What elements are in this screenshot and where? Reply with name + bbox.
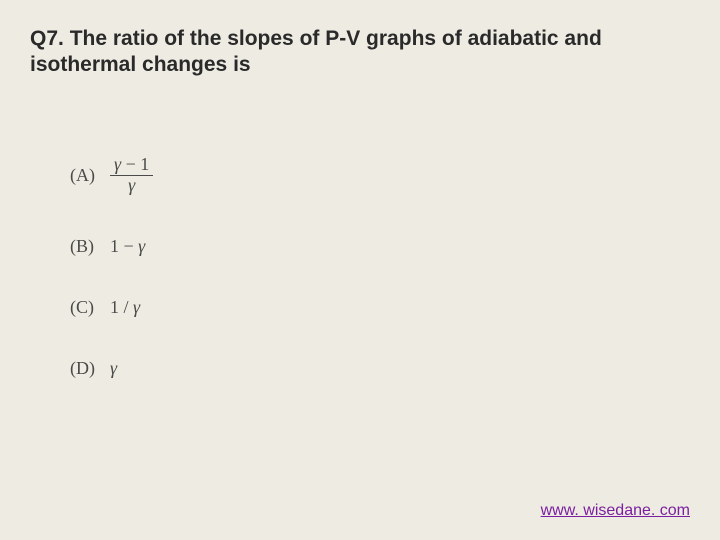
footer-link[interactable]: www. wisedane. com	[541, 502, 690, 520]
option-b-label: (B)	[70, 236, 110, 257]
option-a-numerator: γ − 1	[110, 155, 153, 175]
option-c: (C) 1 / γ	[70, 297, 153, 318]
option-c-expr: 1 / γ	[110, 297, 140, 318]
option-a-label: (A)	[70, 165, 110, 186]
question-body: The ratio of the slopes of P-V graphs of…	[30, 27, 602, 76]
question-number: Q7.	[30, 27, 64, 50]
option-d-label: (D)	[70, 358, 110, 379]
options-block: (A) γ − 1 γ (B) 1 − γ (C) 1 / γ (D) γ	[70, 155, 153, 419]
option-a: (A) γ − 1 γ	[70, 155, 153, 196]
option-c-label: (C)	[70, 297, 110, 318]
question-text: Q7. The ratio of the slopes of P-V graph…	[30, 26, 690, 79]
option-a-denominator: γ	[124, 176, 139, 196]
option-b: (B) 1 − γ	[70, 236, 153, 257]
option-a-fraction: γ − 1 γ	[110, 155, 153, 196]
option-b-expr: 1 − γ	[110, 236, 145, 257]
option-d-expr: γ	[110, 358, 117, 379]
option-d: (D) γ	[70, 358, 153, 379]
